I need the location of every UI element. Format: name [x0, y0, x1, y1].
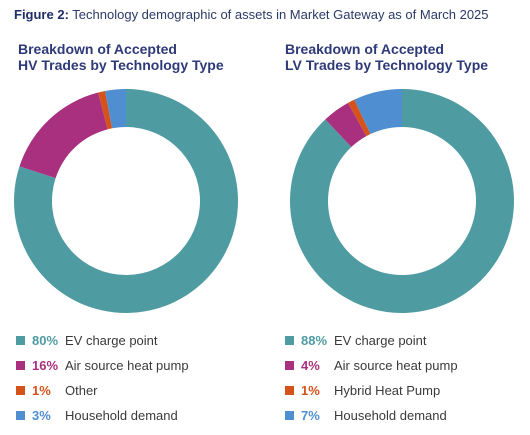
legend-label: Hybrid Heat Pump — [334, 383, 441, 398]
legend-label: Household demand — [334, 408, 447, 423]
legend-percent: 80% — [32, 333, 59, 348]
legend-label: EV charge point — [65, 333, 158, 348]
legend-swatch — [285, 386, 294, 395]
donut-slice-hybrid-heat-pump — [348, 99, 371, 137]
lv-legend: 88% EV charge point 4% Air source heat p… — [285, 328, 458, 428]
legend-swatch — [285, 361, 294, 370]
legend-label: Other — [65, 383, 98, 398]
legend-swatch — [16, 361, 25, 370]
figure-label: Figure 2: — [14, 7, 69, 22]
legend-percent: 1% — [32, 383, 51, 398]
legend-percent: 7% — [301, 408, 320, 423]
legend-item: 4% Air source heat pump — [285, 353, 458, 378]
legend-swatch — [16, 411, 25, 420]
donut-slice-household-demand — [105, 89, 126, 129]
donut-slice-ev-charge-point — [14, 89, 239, 313]
lv-chart-title-line-2: LV Trades by Technology Type — [285, 57, 489, 73]
legend-label: EV charge point — [334, 333, 427, 348]
lv-chart-panel: Breakdown of Accepted LV Trades by Techn… — [265, 0, 530, 435]
legend-item: 88% EV charge point — [285, 328, 458, 353]
legend-percent: 1% — [301, 383, 320, 398]
legend-item: 7% Household demand — [285, 403, 458, 428]
lv-chart-title-line-1: Breakdown of Accepted — [285, 41, 444, 57]
legend-percent: 4% — [301, 358, 320, 373]
legend-item: 1% Other — [16, 378, 189, 403]
hv-chart-title-line-1: Breakdown of Accepted — [18, 41, 177, 57]
hv-legend: 80% EV charge point 16% Air source heat … — [16, 328, 189, 428]
legend-item: 1% Hybrid Heat Pump — [285, 378, 458, 403]
lv-chart-title: Breakdown of Accepted LV Trades by Techn… — [285, 41, 488, 73]
legend-swatch — [16, 386, 25, 395]
legend-label: Household demand — [65, 408, 178, 423]
legend-percent: 16% — [32, 358, 59, 373]
hv-donut-chart — [14, 89, 239, 313]
figure-caption: Figure 2: Technology demographic of asse… — [14, 7, 489, 22]
legend-swatch — [16, 336, 25, 345]
legend-label: Air source heat pump — [334, 358, 458, 373]
legend-label: Air source heat pump — [65, 358, 189, 373]
legend-item: 80% EV charge point — [16, 328, 189, 353]
donut-slice-other — [98, 90, 113, 130]
figure-caption-text: Technology demographic of assets in Mark… — [72, 7, 489, 22]
hv-chart-title: Breakdown of Accepted HV Trades by Techn… — [18, 41, 224, 73]
hv-chart-panel: Breakdown of Accepted HV Trades by Techn… — [14, 41, 239, 428]
donut-slice-ev-charge-point — [290, 89, 514, 313]
donut-slice-household-demand — [354, 89, 402, 135]
lv-donut-chart — [290, 89, 514, 313]
donut-slice-air-source-heat-pump — [325, 102, 367, 148]
legend-swatch — [285, 411, 294, 420]
legend-swatch — [285, 336, 294, 345]
legend-percent: 88% — [301, 333, 328, 348]
donut-slice-air-source-heat-pump — [19, 92, 108, 179]
legend-percent: 3% — [32, 408, 51, 423]
legend-item: 3% Household demand — [16, 403, 189, 428]
hv-chart-title-line-2: HV Trades by Technology Type — [18, 57, 224, 73]
legend-item: 16% Air source heat pump — [16, 353, 189, 378]
